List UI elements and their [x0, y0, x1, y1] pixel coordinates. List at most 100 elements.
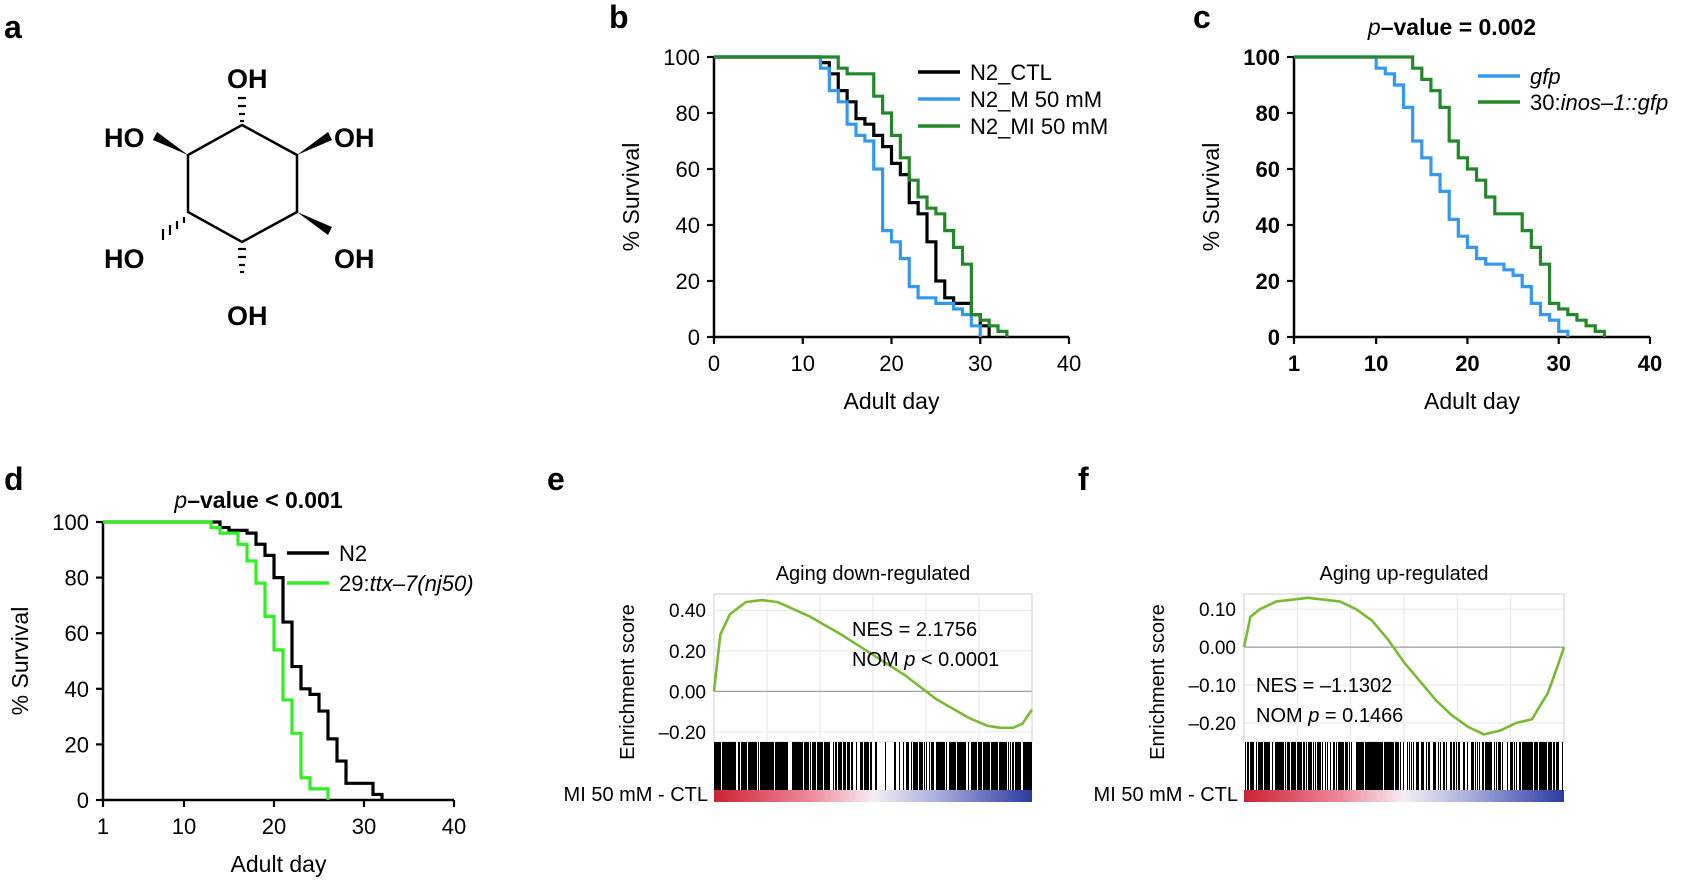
legend-label-part-0: 30:	[1530, 90, 1561, 115]
y-tick-label: 20	[1256, 269, 1280, 294]
p-value-title: p–value < 0.001	[173, 487, 342, 513]
survival-curve-30-inos-1-gfp	[1294, 55, 1606, 337]
panel-d: d 1 10 20 30 40 0 20 40 60 80 100 Adult day % Surviva…	[4, 461, 474, 877]
panel-e-label: e	[547, 461, 565, 497]
y-axis-label: Enrichment score	[617, 604, 639, 760]
x-tick-label: 1	[97, 814, 109, 839]
y-tick-label: 60	[1256, 157, 1280, 182]
y-tick-label: 0.00	[1199, 638, 1236, 659]
inositol-ring	[186, 123, 299, 244]
survival-curve-n2	[103, 520, 384, 800]
x-tick-label: 20	[262, 814, 286, 839]
legend-label: N2_M 50 mM	[970, 87, 1102, 112]
x-tick-label: 30	[968, 351, 992, 376]
y-tick-label: 100	[52, 510, 89, 535]
comparison-label: MI 50 mM - CTL	[564, 784, 708, 806]
x-tick-label: 30	[1546, 351, 1570, 376]
legend-label-part-0: N2	[339, 541, 367, 566]
p-value-title: p–value = 0.002	[1367, 14, 1536, 40]
survival-curve-gfp	[1294, 55, 1570, 337]
oh-upper-right: OH	[334, 123, 375, 153]
y-tick-label: 0	[1268, 325, 1280, 350]
cyclohexane-ring	[186, 123, 299, 244]
legend-label: 29:ttx–7(nj50)	[339, 571, 474, 596]
gsea-title: Aging up-regulated	[1319, 563, 1488, 585]
oh-top: OH	[227, 64, 268, 94]
y-tick-label: 0.20	[669, 642, 706, 663]
hit-barcode	[1244, 742, 1564, 790]
oh-lower-right: OH	[334, 244, 375, 274]
legend-label: 30:inos–1::gfp	[1530, 90, 1668, 115]
ranked-list-heatstrip	[714, 790, 1032, 802]
x-tick-label: 20	[879, 351, 903, 376]
panel-b-label: b	[609, 0, 629, 35]
x-axis-label: Adult day	[231, 851, 327, 877]
legend-label-part-1: ttx–7(nj50)	[370, 571, 474, 596]
panel-a: a OH HO OH HO OH OH	[4, 9, 375, 331]
y-axis-label: % Survival	[618, 143, 644, 252]
p-value-text: –value = 0.002	[1381, 14, 1536, 40]
x-axis-label: Adult day	[844, 388, 940, 414]
nom-p-annotation-part-1: p	[903, 649, 915, 671]
survival-curve-29-ttx-7-nj50-	[103, 520, 330, 800]
panel-e: e Aging down-regulated 0.40 0.20 0.00 –0.20 En…	[547, 461, 1034, 806]
y-tick-label: –0.10	[1188, 676, 1236, 697]
nom-p-annotation: NOM p = 0.1466	[1256, 705, 1403, 727]
y-tick-label: 0	[688, 325, 700, 350]
y-tick-label: 40	[1256, 213, 1280, 238]
enrichment-curve	[1242, 596, 1566, 736]
x-tick-label: 1	[1288, 351, 1300, 376]
y-tick-label: 0.40	[669, 601, 706, 622]
legend-label: N2_MI 50 mM	[970, 114, 1108, 139]
panel-c: c 1 10 20 30 40 0 20 40 60 80 100 Adult day % Surviva…	[1193, 0, 1668, 414]
y-tick-label: 100	[1243, 45, 1280, 70]
y-tick-label: 40	[676, 213, 700, 238]
y-tick-label: 40	[65, 677, 89, 702]
y-tick-label: 80	[65, 566, 89, 591]
x-tick-label: 20	[1455, 351, 1479, 376]
x-tick-label: 10	[1364, 351, 1388, 376]
panel-f-label: f	[1078, 461, 1089, 497]
panel-b: b 0 10 20 30 40 0 20 40 60 80 100 Adult day % Surviva…	[609, 0, 1108, 414]
wedge-bonds	[153, 132, 332, 235]
y-tick-label: 20	[65, 732, 89, 757]
x-tick-label: 40	[1057, 351, 1081, 376]
legend-label: N2	[339, 541, 367, 566]
legend-label-part-1: inos–1::gfp	[1561, 90, 1669, 115]
hit-barcode	[714, 742, 1032, 790]
y-tick-label: 80	[676, 101, 700, 126]
nom-p-annotation-part-2: = 0.1466	[1319, 705, 1403, 727]
panel-d-label: d	[4, 461, 24, 497]
survival-curve-n2-m-50-mm	[714, 55, 982, 337]
ho-lower-left: HO	[104, 244, 145, 274]
x-tick-label: 40	[1638, 351, 1662, 376]
y-axis-label: % Survival	[1198, 143, 1224, 252]
p-value-italic-p: p	[1367, 14, 1381, 40]
oh-bottom: OH	[227, 301, 268, 331]
y-tick-label: 0.10	[1199, 600, 1236, 621]
survival-curve-n2-mi-50-mm	[714, 55, 1009, 337]
enrichment-curve	[712, 598, 1034, 730]
survival-curve-n2-ctl	[714, 55, 991, 337]
x-tick-label: 40	[442, 814, 466, 839]
legend-label: gfp	[1530, 64, 1561, 89]
x-tick-label: 10	[172, 814, 196, 839]
y-tick-label: 60	[65, 621, 89, 646]
nes-annotation: NES = –1.1302	[1256, 675, 1392, 697]
nom-p-annotation-part-0: NOM	[852, 649, 904, 671]
x-tick-label: 0	[708, 351, 720, 376]
x-axis-label: Adult day	[1424, 388, 1520, 414]
ranked-list-heatstrip	[1244, 790, 1564, 802]
nom-p-annotation-part-0: NOM	[1256, 705, 1308, 727]
legend-label: N2_CTL	[970, 60, 1052, 85]
y-tick-label: –0.20	[1188, 714, 1236, 735]
y-tick-label: 80	[1256, 101, 1280, 126]
y-tick-label: 100	[663, 45, 700, 70]
nes-annotation: NES = 2.1756	[852, 619, 977, 641]
y-tick-label: 60	[676, 157, 700, 182]
gsea-title: Aging down-regulated	[776, 563, 971, 585]
panel-f: f Aging up-regulated 0.10 0.00 –0.10 –0.20 Enr…	[1078, 461, 1566, 806]
x-tick-label: 30	[352, 814, 376, 839]
y-axis-label: Enrichment score	[1147, 604, 1169, 760]
